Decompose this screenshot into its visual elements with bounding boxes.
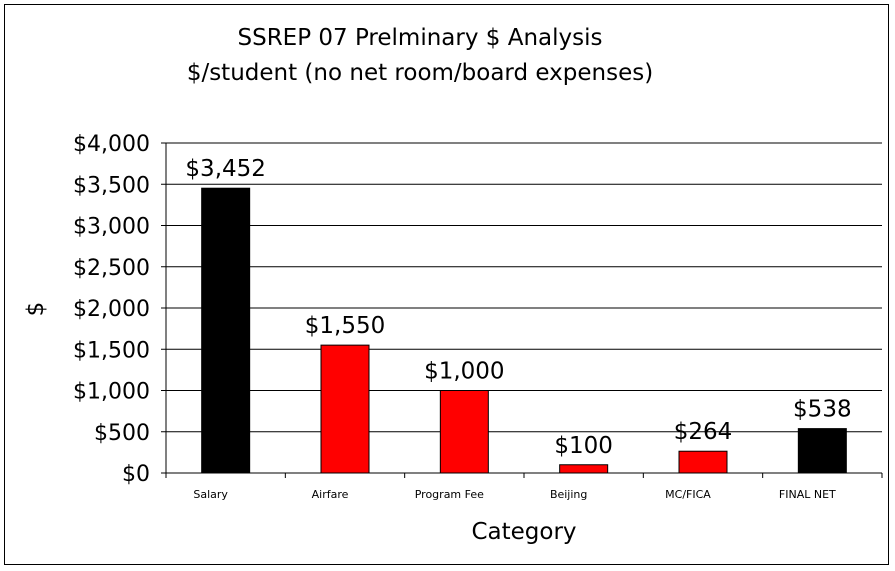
data-label: $1,550	[305, 313, 385, 339]
y-tick-label: $1,000	[73, 380, 150, 405]
data-labels: $3,452 $1,550 $1,000 $100 $264 $538	[185, 156, 851, 459]
y-tick-label: $3,000	[73, 215, 150, 240]
data-label: $538	[793, 397, 852, 423]
bar	[439, 390, 489, 474]
category-label: Program Fee	[415, 488, 484, 501]
axes	[161, 142, 883, 478]
data-label: $1,000	[424, 359, 504, 385]
category-label: MC/FICA	[665, 488, 711, 501]
x-category-labels: Salary Airfare Program Fee Beijing MC/FICA FI…	[193, 488, 836, 501]
gridlines	[166, 142, 882, 433]
category-label: Airfare	[312, 488, 349, 501]
y-tick-label: $4,000	[73, 132, 150, 157]
bar	[678, 450, 728, 474]
chart-title: SSREP 07 Prelminary $ Analysis	[238, 25, 603, 51]
bar	[201, 187, 251, 474]
bar	[559, 464, 609, 474]
y-tick-label: $2,500	[73, 256, 150, 281]
category-label: Beijing	[550, 488, 587, 501]
y-tick-label: $1,500	[73, 338, 150, 363]
y-axis-title: $	[23, 302, 49, 317]
bars	[201, 187, 847, 474]
category-label: FINAL NET	[779, 488, 836, 501]
y-tick-label: $0	[122, 462, 150, 487]
y-tick-label: $500	[94, 421, 150, 446]
data-label: $100	[554, 433, 613, 459]
data-label: $264	[674, 419, 733, 445]
y-tick-label: $2,000	[73, 297, 150, 322]
y-tick-labels: $0 $500 $1,000 $1,500 $2,000 $2,500 $3,000 $3,5…	[73, 132, 150, 487]
x-axis-title: Category	[471, 519, 576, 545]
category-label: Salary	[193, 488, 228, 501]
bar	[797, 428, 847, 474]
bar	[320, 344, 370, 474]
chart-subtitle: $/student (no net room/board expenses)	[187, 60, 653, 86]
y-tick-label: $3,500	[73, 173, 150, 198]
data-label: $3,452	[185, 156, 265, 182]
